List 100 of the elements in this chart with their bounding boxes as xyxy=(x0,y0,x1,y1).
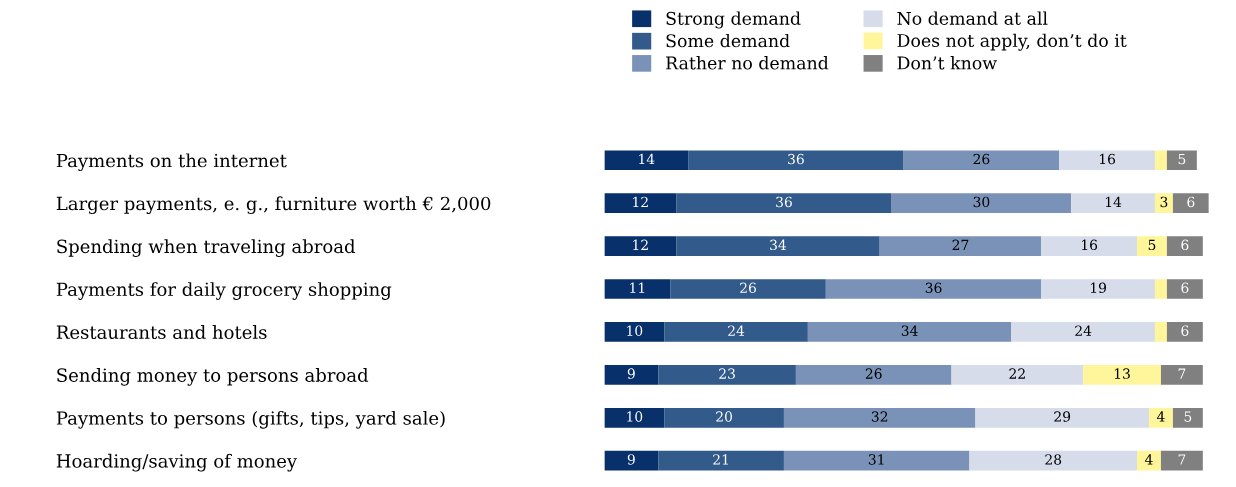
data-label: 11 xyxy=(630,282,645,293)
bar xyxy=(825,279,1042,299)
data-label: 24 xyxy=(1075,325,1092,336)
bar xyxy=(879,236,1042,256)
legend-label: Strong demand xyxy=(666,11,801,29)
bar xyxy=(1071,193,1155,214)
data-label: 26 xyxy=(973,153,990,165)
data-label: 26 xyxy=(865,368,882,379)
bar xyxy=(1154,193,1173,214)
data-label: 9 xyxy=(627,454,635,465)
data-label: 21 xyxy=(713,454,728,465)
y-tick-label: Restaurants and hotels xyxy=(56,325,267,340)
bar xyxy=(1172,193,1209,214)
bar xyxy=(1041,236,1137,256)
bar xyxy=(604,193,677,214)
data-label: 14 xyxy=(1105,196,1122,207)
bar xyxy=(664,407,784,428)
data-label: 27 xyxy=(952,239,969,250)
bar xyxy=(604,236,677,256)
bar xyxy=(604,279,671,299)
bar xyxy=(1154,322,1167,342)
bar xyxy=(604,407,665,428)
data-label: 36 xyxy=(776,196,792,208)
bar xyxy=(604,450,659,471)
bar xyxy=(1059,150,1155,171)
y-tick-label: Sending money to persons abroad xyxy=(57,367,369,386)
data-label: 36 xyxy=(788,153,804,165)
data-label: 7 xyxy=(1178,454,1186,465)
bar xyxy=(676,193,892,214)
data-label: 13 xyxy=(1114,368,1130,379)
data-label: 26 xyxy=(740,282,756,294)
bar xyxy=(670,279,826,299)
y-tick-label: Hoarding/saving of money xyxy=(56,453,298,472)
data-label: 5 xyxy=(1148,239,1156,251)
data-label: 4 xyxy=(1156,411,1165,422)
data-label: 31 xyxy=(868,454,884,465)
data-label: 20 xyxy=(716,411,732,422)
bar xyxy=(1083,364,1161,385)
bar xyxy=(658,364,796,385)
y-tick-label: Larger payments, e. g., furniture worth € 2,000 xyxy=(56,196,491,215)
legend-label: Does not apply, don’t do it xyxy=(897,33,1127,51)
bar xyxy=(1160,450,1203,471)
bar xyxy=(1154,150,1167,171)
data-label: 6 xyxy=(1181,325,1189,336)
data-label: 5 xyxy=(1178,153,1186,165)
bar xyxy=(658,450,784,471)
legend-label: No demand at all xyxy=(897,11,1048,25)
bar xyxy=(1166,322,1203,342)
bar xyxy=(1011,322,1155,342)
bar xyxy=(795,364,952,385)
bar xyxy=(664,322,808,342)
bar xyxy=(1154,279,1167,299)
y-tick-label: Payments for daily grocery shopping xyxy=(56,282,392,300)
bar xyxy=(676,236,880,256)
legend-label: Rather no demand xyxy=(666,56,829,70)
bar xyxy=(951,364,1084,385)
data-label: 19 xyxy=(1090,282,1106,294)
data-label: 10 xyxy=(627,325,643,336)
bar xyxy=(783,407,976,428)
data-label: 29 xyxy=(1054,411,1071,422)
data-label: 10 xyxy=(627,411,643,422)
bar xyxy=(1137,450,1161,471)
bar xyxy=(604,364,659,385)
data-label: 28 xyxy=(1045,454,1062,465)
data-label: 36 xyxy=(925,282,942,294)
legend-label: Don’t know xyxy=(897,56,997,70)
bar xyxy=(807,322,1012,342)
bar xyxy=(891,193,1072,214)
bar xyxy=(903,150,1060,171)
bar xyxy=(783,450,970,471)
bar xyxy=(1148,407,1173,428)
data-label: 9 xyxy=(627,368,635,379)
data-label: 5 xyxy=(1184,411,1192,422)
data-label: 32 xyxy=(871,411,888,422)
y-tick-label: Spending when traveling abroad xyxy=(57,239,356,257)
data-label: 23 xyxy=(719,368,735,379)
data-label: 16 xyxy=(1081,239,1098,251)
bar xyxy=(1137,236,1167,256)
data-label: 6 xyxy=(1181,239,1189,251)
bar xyxy=(1160,364,1203,385)
bar xyxy=(1166,236,1203,256)
bar xyxy=(688,150,904,171)
data-label: 24 xyxy=(728,325,745,336)
data-label: 34 xyxy=(770,239,787,251)
y-tick-label: Payments on the internet xyxy=(56,153,287,172)
data-label: 12 xyxy=(633,239,648,250)
bar xyxy=(604,322,665,342)
data-label: 12 xyxy=(633,196,648,207)
bar xyxy=(969,450,1137,471)
bar xyxy=(1166,150,1197,171)
y-tick-label: Payments to persons (gifts, tips, yard sale) xyxy=(56,410,445,429)
data-label: 14 xyxy=(639,153,655,165)
bar xyxy=(1172,407,1203,428)
bar xyxy=(604,150,689,171)
data-label: 7 xyxy=(1178,368,1186,379)
bar xyxy=(1166,279,1203,299)
data-label: 4 xyxy=(1144,454,1153,465)
bar xyxy=(1041,279,1155,299)
legend-label: Some demand xyxy=(666,33,790,48)
data-label: 22 xyxy=(1009,368,1025,379)
